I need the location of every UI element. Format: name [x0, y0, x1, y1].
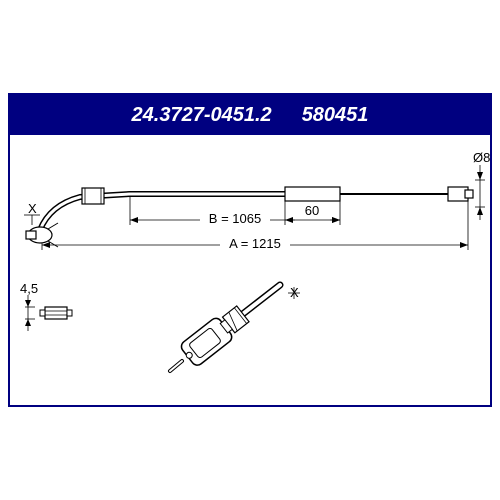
- dim-thickness-label: 4,5: [20, 281, 38, 296]
- reference-number: 580451: [302, 104, 369, 127]
- detail-view-x: X: [170, 285, 300, 371]
- title-bar: 24.3727-0451.2 580451: [10, 95, 490, 135]
- dim-a-label: A = 1215: [229, 236, 281, 251]
- dim-60-label: 60: [305, 203, 319, 218]
- detail-ref-x: X: [28, 201, 37, 216]
- dimension-diameter: Ø8: [473, 150, 490, 220]
- dim-diameter-label: Ø8: [473, 150, 490, 165]
- diagram-area: B = 1065 60 A = 1215: [10, 135, 490, 405]
- detail-ref-x2: X: [290, 285, 299, 300]
- drawing-frame: 24.3727-0451.2 580451: [8, 93, 492, 407]
- technical-drawing: B = 1065 60 A = 1215: [10, 135, 490, 405]
- dimension-segment: 60: [285, 201, 340, 225]
- connector-side-view: 4,5: [20, 281, 72, 331]
- part-number: 24.3727-0451.2: [132, 104, 272, 127]
- dim-b-label: B = 1065: [209, 211, 261, 226]
